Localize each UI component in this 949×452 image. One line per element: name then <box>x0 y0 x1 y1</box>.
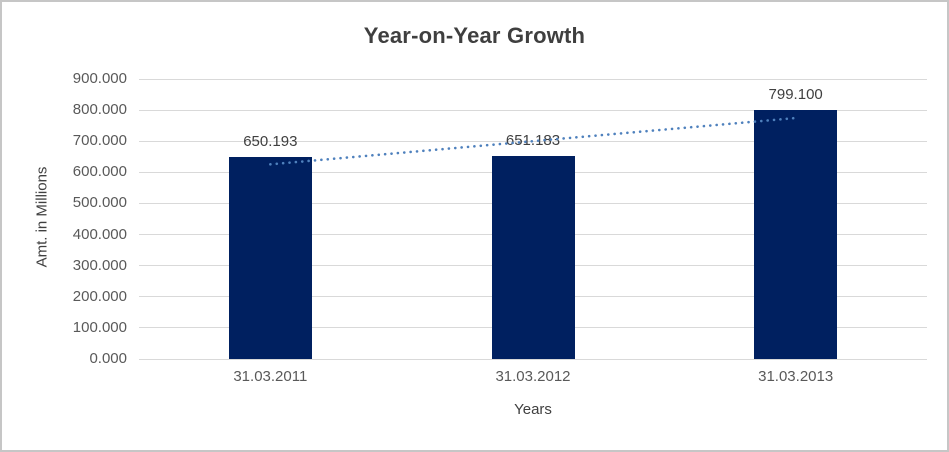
x-tick-label: 31.03.2012 <box>495 368 571 385</box>
plot-area: 650.193 651.183 799.100 <box>139 78 927 360</box>
y-tick-label: 500.000 <box>72 194 127 212</box>
bar <box>228 156 312 359</box>
y-tick-label: 400.000 <box>72 225 127 243</box>
y-tick-label: 800.000 <box>72 101 127 119</box>
gridline <box>139 109 927 111</box>
y-tick-label: 0.000 <box>89 350 127 367</box>
chart-title: Year-on-Year Growth <box>363 23 586 48</box>
bar <box>491 156 575 359</box>
y-tick-label: 300.000 <box>72 256 127 274</box>
data-label: 651.183 <box>505 132 561 150</box>
gridline <box>139 78 927 80</box>
y-tick-label: 200.000 <box>72 287 127 305</box>
y-tick-label: 600.000 <box>72 163 127 181</box>
y-tick-label: 700.000 <box>72 132 127 150</box>
data-label: 650.193 <box>243 132 298 150</box>
y-axis-title: Amt. in Millions <box>33 166 51 268</box>
x-axis-title: Years <box>514 401 552 418</box>
data-label: 799.100 <box>768 86 823 104</box>
bar <box>754 110 838 359</box>
x-tick-label: 31.03.2013 <box>758 368 834 385</box>
y-tick-label: 100.000 <box>72 318 127 336</box>
y-tick-label: 900.000 <box>72 70 127 87</box>
gridline <box>139 358 927 360</box>
x-tick-label: 31.03.2011 <box>233 368 308 385</box>
